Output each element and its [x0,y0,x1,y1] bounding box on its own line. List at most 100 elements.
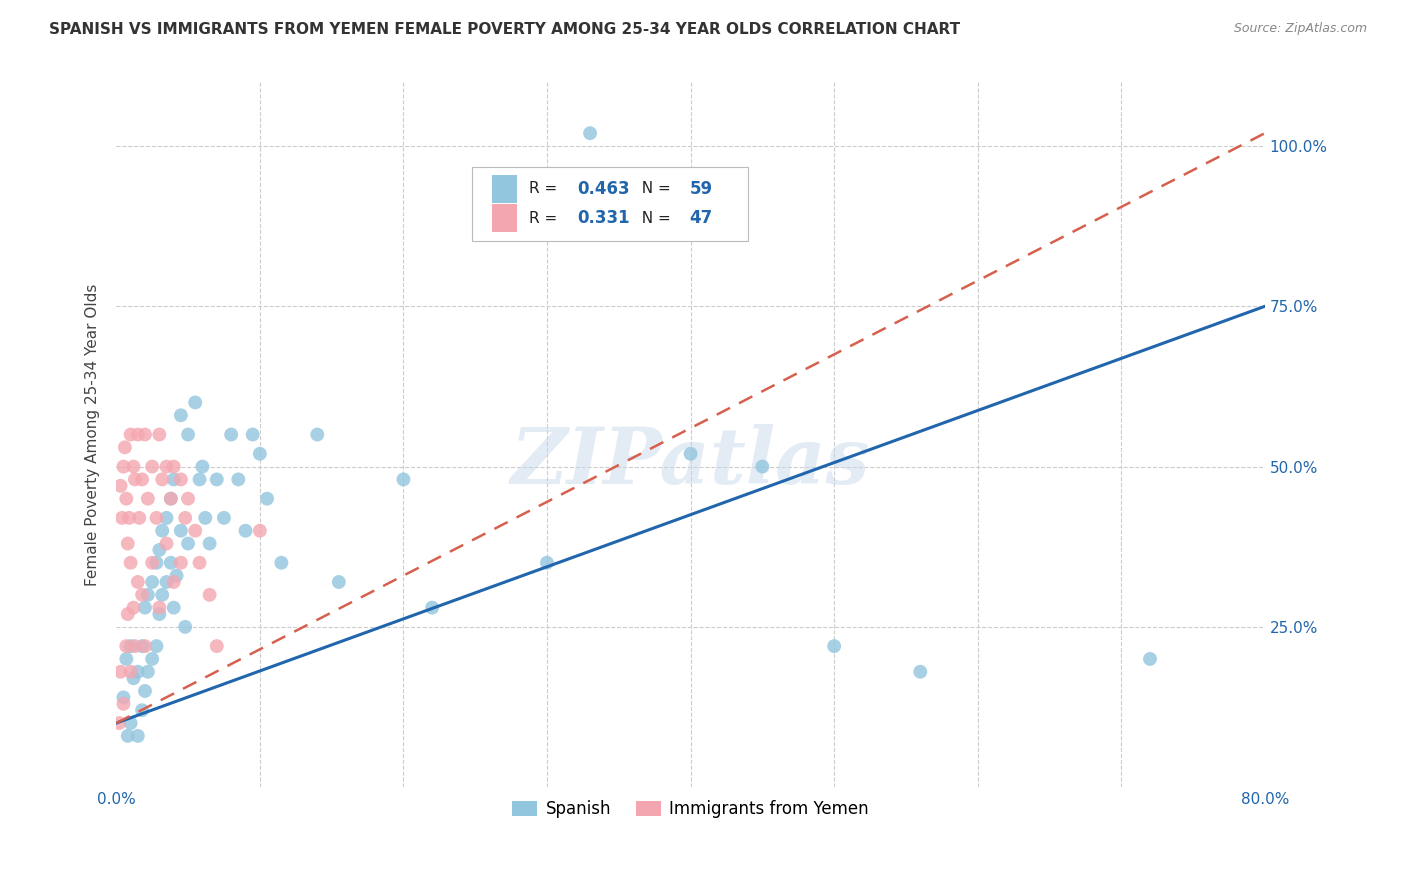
Text: SPANISH VS IMMIGRANTS FROM YEMEN FEMALE POVERTY AMONG 25-34 YEAR OLDS CORRELATIO: SPANISH VS IMMIGRANTS FROM YEMEN FEMALE … [49,22,960,37]
Point [141,459,163,474]
Point [184,395,207,409]
Point [188,472,211,486]
Point [120,716,142,731]
Point [150,588,173,602]
Point [823,639,845,653]
Point [145,556,167,570]
Point [170,524,193,538]
Point [124,639,146,653]
Point [120,427,142,442]
Point [117,607,139,621]
Point [141,574,163,589]
Point [148,607,170,621]
Point [1139,652,1161,666]
Point [134,684,156,698]
Point [122,671,145,685]
Point [122,459,145,474]
Point [120,639,142,653]
Point [249,524,271,538]
Point [112,697,135,711]
Point [194,511,217,525]
Point [170,556,193,570]
Point [155,459,177,474]
Point [136,491,159,506]
Text: N =: N = [631,181,676,196]
Point [127,574,149,589]
Text: Source: ZipAtlas.com: Source: ZipAtlas.com [1233,22,1367,36]
Point [392,472,415,486]
Point [148,543,170,558]
Point [136,665,159,679]
Point [131,472,153,486]
Point [188,556,211,570]
Text: 0.331: 0.331 [576,210,630,227]
Text: N =: N = [631,211,676,226]
Point [141,652,163,666]
Text: 59: 59 [689,180,713,198]
FancyBboxPatch shape [492,175,517,202]
Point [163,472,186,486]
Point [122,600,145,615]
Point [145,511,167,525]
Point [174,511,197,525]
Legend: Spanish, Immigrants from Yemen: Spanish, Immigrants from Yemen [506,793,876,825]
Point [160,556,183,570]
Point [307,427,329,442]
Point [110,665,132,679]
Point [117,729,139,743]
Point [170,472,193,486]
Text: 47: 47 [689,210,713,227]
Point [163,574,186,589]
Point [111,511,134,525]
Point [127,427,149,442]
Point [115,652,138,666]
Point [219,427,242,442]
Point [420,600,443,615]
FancyBboxPatch shape [492,204,517,233]
Point [115,491,138,506]
Text: R =: R = [529,211,562,226]
Point [136,588,159,602]
Point [127,729,149,743]
Point [205,472,228,486]
Point [270,556,292,570]
Point [212,511,235,525]
Point [127,665,149,679]
Point [117,536,139,550]
Point [198,588,221,602]
Point [579,126,602,140]
Y-axis label: Female Poverty Among 25-34 Year Olds: Female Poverty Among 25-34 Year Olds [86,284,100,586]
Point [174,620,197,634]
Point [166,568,188,582]
Point [679,447,702,461]
Point [910,665,932,679]
Point [128,511,150,525]
Point [163,459,186,474]
Point [114,441,136,455]
Point [155,574,177,589]
Point [145,639,167,653]
Point [256,491,278,506]
Point [328,574,350,589]
Text: ZIPatlas: ZIPatlas [510,425,870,501]
Point [120,665,142,679]
Point [155,536,177,550]
Point [112,690,135,705]
Point [249,447,271,461]
Point [118,511,141,525]
Point [177,536,200,550]
Point [108,716,131,731]
Point [134,639,156,653]
Point [205,639,228,653]
Point [177,491,200,506]
Point [160,491,183,506]
Point [131,588,153,602]
Point [177,427,200,442]
Point [226,472,249,486]
Point [235,524,257,538]
Point [150,524,173,538]
Point [184,524,207,538]
Point [115,639,138,653]
Point [751,459,773,474]
Point [148,427,170,442]
